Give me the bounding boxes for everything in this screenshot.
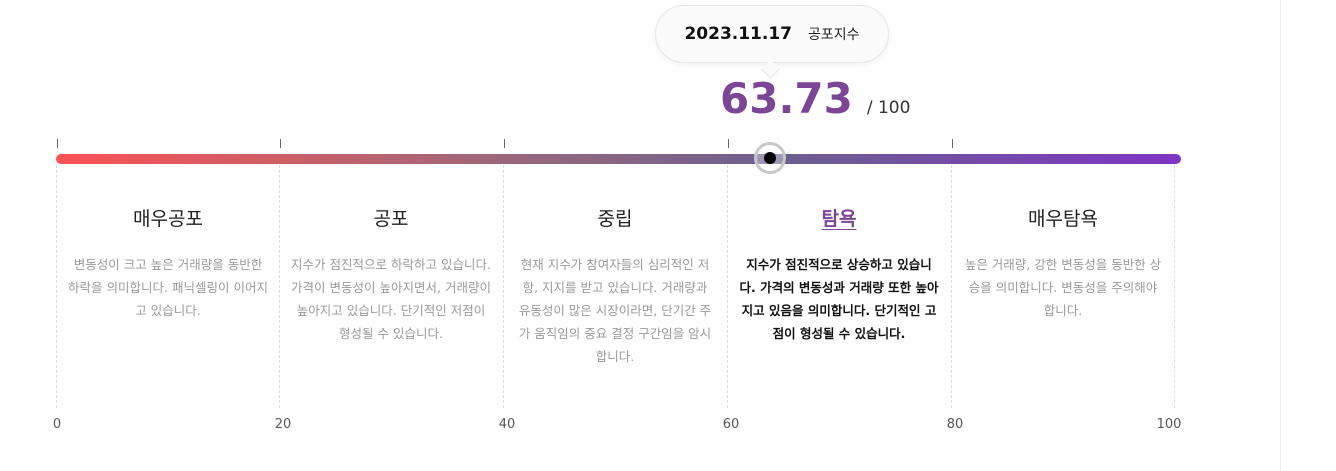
zone-title: 중립 [597, 208, 633, 230]
score-max: / 100 [866, 98, 911, 118]
tick-mark [504, 139, 505, 148]
gauge-indicator-knob[interactable] [754, 142, 786, 174]
tick-mark [57, 139, 58, 148]
zone-description: 변동성이 크고 높은 거래량을 동반한 하락을 의미합니다. 패닉셀링이 이어지… [68, 257, 268, 318]
zone-description: 현재 지수가 참여자들의 심리적인 저항, 지지를 받고 있습니다. 거래량과 … [518, 257, 712, 364]
zone-divider [56, 165, 57, 408]
tooltip-label: 공포지수 [808, 27, 860, 43]
axis-label: 100 [1156, 417, 1182, 432]
zone-description: 지수가 점진적으로 하락하고 있습니다. 가격이 변동성이 높아지면서, 거래량… [291, 257, 491, 341]
zone-title: 매우공포 [133, 208, 203, 230]
tick-mark [280, 139, 281, 148]
zone-extreme-greed: 매우탐욕 높은 거래량, 강한 변동성을 동반한 상승을 의미합니다. 변동성을… [963, 205, 1163, 322]
axis-label: 20 [274, 417, 292, 432]
date-tooltip: 2023.11.17 공포지수 [655, 5, 889, 63]
zone-divider [503, 165, 504, 408]
zone-divider [727, 165, 728, 408]
zone-extreme-fear: 매우공포 변동성이 크고 높은 거래량을 동반한 하락을 의미합니다. 패닉셀링… [68, 205, 268, 322]
axis-label: 80 [946, 417, 964, 432]
zone-divider [279, 165, 280, 408]
zone-divider [951, 165, 952, 408]
tick-mark [728, 139, 729, 148]
zone-description: 높은 거래량, 강한 변동성을 동반한 상승을 의미합니다. 변동성을 주의해야… [964, 257, 1162, 318]
score-value: 63.73 [720, 74, 853, 123]
gauge-indicator-dot [764, 152, 776, 164]
zone-neutral: 중립 현재 지수가 참여자들의 심리적인 저항, 지지를 받고 있습니다. 거래… [515, 205, 715, 368]
zone-description: 지수가 점진적으로 상승하고 있습니다. 가격의 변동성과 거래량 또한 높아지… [739, 257, 939, 341]
tick-mark [952, 139, 953, 148]
zone-fear: 공포 지수가 점진적으로 하락하고 있습니다. 가격이 변동성이 높아지면서, … [291, 205, 491, 345]
zone-divider [1174, 165, 1175, 408]
axis-label: 60 [722, 417, 740, 432]
axis-label: 0 [52, 417, 62, 432]
zone-title: 공포 [373, 208, 409, 230]
zone-title-active[interactable]: 탐욕 [821, 208, 857, 230]
score-display: 63.73 / 100 [720, 74, 910, 123]
right-divider [1280, 0, 1281, 471]
fear-greed-gauge-bar [56, 154, 1181, 164]
zone-greed: 탐욕 지수가 점진적으로 상승하고 있습니다. 가격의 변동성과 거래량 또한 … [739, 205, 939, 345]
zone-title: 매우탐욕 [1028, 208, 1098, 230]
tooltip-date: 2023.11.17 [684, 24, 792, 44]
axis-label: 40 [498, 417, 516, 432]
